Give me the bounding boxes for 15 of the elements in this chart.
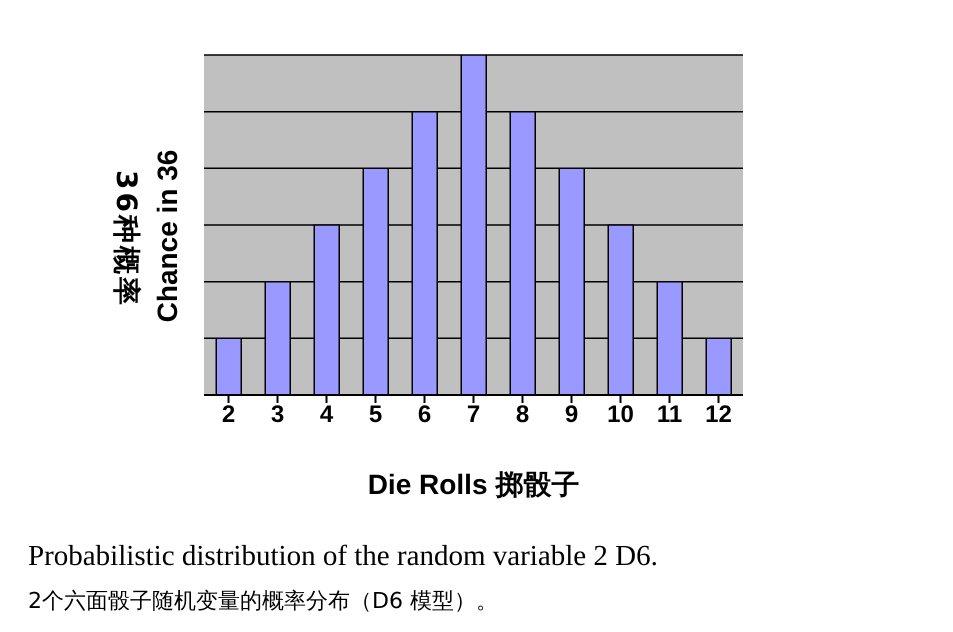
- x-tick-label: 12: [705, 401, 732, 428]
- x-tick-label: 11: [656, 401, 682, 428]
- x-tick-label: 8: [516, 401, 530, 428]
- x-tick-label: 10: [607, 401, 634, 428]
- x-tick-label: 2: [222, 401, 236, 428]
- text: 2个六面骰子随机变量的概率分布（D6 模型）。: [28, 588, 498, 616]
- x-tick-label: 7: [466, 401, 480, 428]
- x-tick-label: 4: [320, 401, 334, 428]
- text: Probabilistic distribution of the random variable 2 D6.: [28, 540, 658, 573]
- x-tick-label: 3: [270, 401, 284, 428]
- x-axis-title: Die Rolls 掷骰子: [366, 468, 580, 502]
- x-tick-label: 9: [564, 401, 578, 428]
- x-tick-label: 5: [368, 401, 382, 428]
- x-tick-label: 6: [418, 401, 432, 428]
- y-axis-title: Chance in 36 36种概率: [109, 148, 184, 324]
